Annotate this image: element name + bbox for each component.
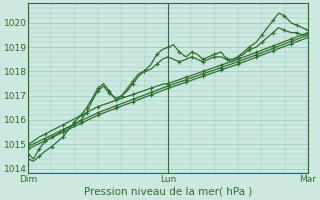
X-axis label: Pression niveau de la mer( hPa ): Pression niveau de la mer( hPa ) — [84, 187, 252, 197]
